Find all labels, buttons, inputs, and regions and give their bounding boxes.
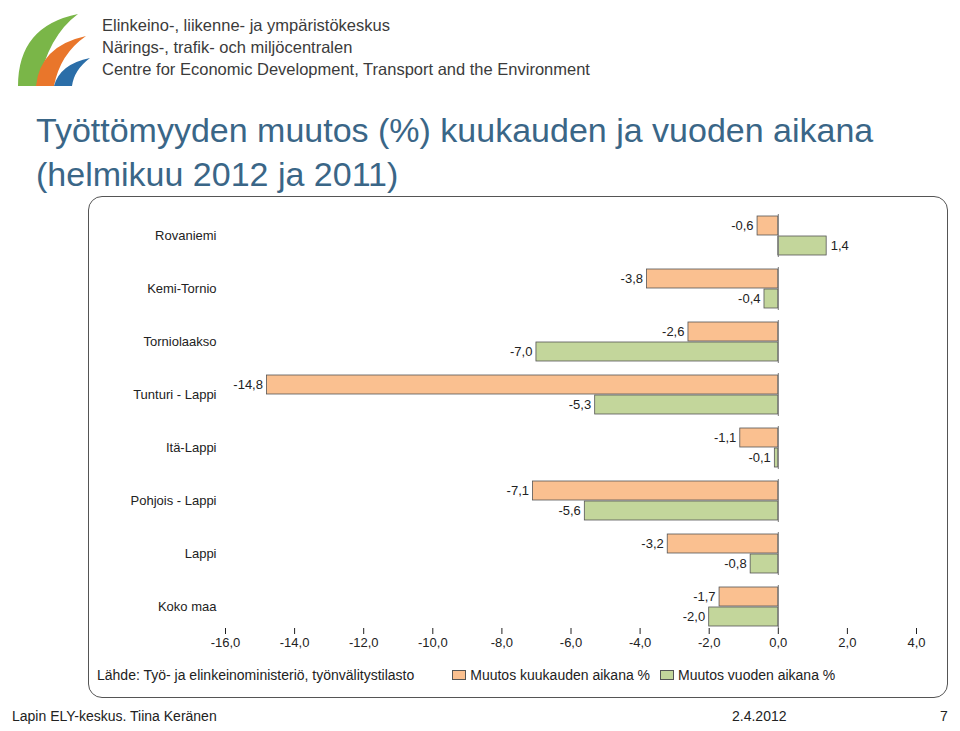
svg-text:0,0: 0,0 <box>769 635 787 650</box>
svg-text:Tunturi - Lappi: Tunturi - Lappi <box>133 387 216 402</box>
svg-text:-3,8: -3,8 <box>621 271 643 286</box>
html-text:2.4.2012: 2.4.2012 <box>732 708 787 724</box>
svg-text:-8,0: -8,0 <box>491 635 513 650</box>
svg-text:Itä-Lappi: Itä-Lappi <box>166 440 217 455</box>
svg-text:-0,4: -0,4 <box>738 291 760 306</box>
svg-text:-14,8: -14,8 <box>233 377 263 392</box>
html-text:Lapin ELY-keskus. Tiina Keräne: Lapin ELY-keskus. Tiina Keränen <box>12 708 217 724</box>
svg-text:-4,0: -4,0 <box>629 635 651 650</box>
svg-text:-12,0: -12,0 <box>349 635 379 650</box>
svg-text:-0,8: -0,8 <box>724 556 746 571</box>
svg-text:4,0: 4,0 <box>907 635 925 650</box>
svg-text:-1,7: -1,7 <box>693 589 715 604</box>
svg-text:Koko maa: Koko maa <box>158 599 217 614</box>
svg-text:-2,6: -2,6 <box>662 324 684 339</box>
svg-text:-6,0: -6,0 <box>560 635 582 650</box>
svg-text:-2,0: -2,0 <box>698 635 720 650</box>
html-text:Muutos kuukauden aikana %: Muutos kuukauden aikana % <box>470 667 650 683</box>
svg-text:-3,2: -3,2 <box>641 536 663 551</box>
svg-text:-16,0: -16,0 <box>211 635 241 650</box>
html-text:Muutos vuoden aikana %: Muutos vuoden aikana % <box>678 667 836 683</box>
svg-text:-2,0: -2,0 <box>683 609 705 624</box>
svg-text:1,4: 1,4 <box>831 238 849 253</box>
svg-text:-5,6: -5,6 <box>558 503 580 518</box>
svg-text:-7,1: -7,1 <box>507 483 529 498</box>
svg-text:-5,3: -5,3 <box>569 397 591 412</box>
svg-text:Rovaniemi: Rovaniemi <box>155 228 217 243</box>
svg-text:-7,0: -7,0 <box>510 344 532 359</box>
html-text:7: 7 <box>940 708 948 724</box>
html-text:Centre for Economic Developmen: Centre for Economic Development, Transpo… <box>102 60 590 78</box>
html-text:Työttömyyden muutos (%) kuukau: Työttömyyden muutos (%) kuukauden ja vuo… <box>36 111 874 149</box>
svg-text:2,0: 2,0 <box>838 635 856 650</box>
svg-text:-0,1: -0,1 <box>748 450 770 465</box>
svg-text:-0,6: -0,6 <box>731 218 753 233</box>
svg-text:Pohjois - Lappi: Pohjois - Lappi <box>131 493 217 508</box>
svg-text:Lappi: Lappi <box>185 546 217 561</box>
svg-text:Torniolaakso: Torniolaakso <box>144 334 217 349</box>
html-text:Elinkeino-, liikenne- ja ympär: Elinkeino-, liikenne- ja ympäristökeskus <box>102 16 390 34</box>
svg-text:-14,0: -14,0 <box>280 635 310 650</box>
svg-text:-10,0: -10,0 <box>418 635 448 650</box>
html-text:Lähde: Työ- ja elinkeinominist: Lähde: Työ- ja elinkeinoministeriö, työn… <box>97 667 415 683</box>
svg-text:Kemi-Tornio: Kemi-Tornio <box>147 281 216 296</box>
html-text:(helmikuu 2012 ja 2011): (helmikuu 2012 ja 2011) <box>36 155 399 193</box>
svg-text:-1,1: -1,1 <box>714 430 736 445</box>
html-text:Närings-, trafik- och miljöcen: Närings-, trafik- och miljöcentralen <box>102 38 353 56</box>
